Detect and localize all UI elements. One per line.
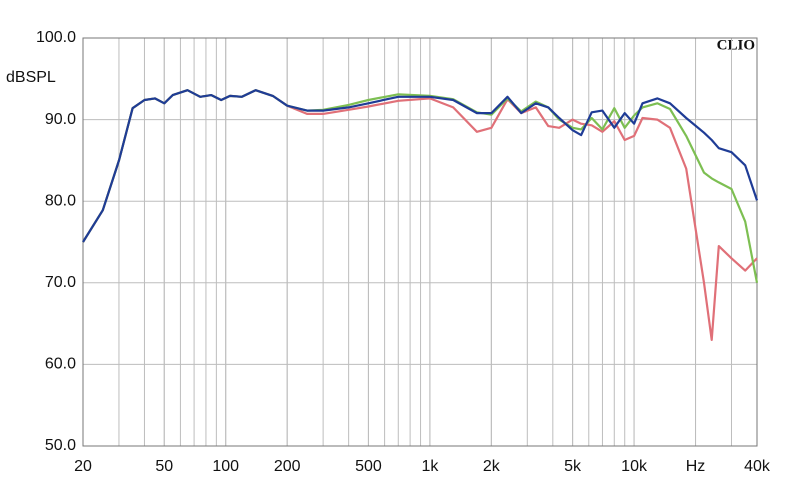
x-tick-label: 100: [212, 458, 239, 475]
response-curve: [82, 89, 759, 243]
x-tick-label: 1k: [421, 458, 439, 475]
x-tick-label: 50: [155, 458, 173, 475]
x-tick-label: 500: [355, 458, 382, 475]
y-tick-label: 90.0: [45, 111, 76, 128]
x-tick-label: 5k: [564, 458, 582, 475]
x-tick-label: 2k: [483, 458, 501, 475]
y-tick-label: 70.0: [45, 274, 76, 291]
x-tick-label: 40k: [744, 458, 771, 475]
annotation: CLIO: [717, 37, 755, 53]
y-tick-label: 50.0: [45, 437, 76, 454]
axis-unit-label: dBSPL: [6, 69, 56, 86]
response-curve: [82, 89, 758, 341]
y-tick-label: 100.0: [36, 29, 76, 46]
y-tick-label: 60.0: [45, 356, 76, 373]
x-tick-label: 10k: [621, 458, 648, 475]
x-tick-label: 20: [74, 458, 92, 475]
y-tick-label: 80.0: [45, 192, 76, 209]
x-tick-label: Hz: [686, 458, 706, 475]
x-tick-label: 200: [274, 458, 301, 475]
